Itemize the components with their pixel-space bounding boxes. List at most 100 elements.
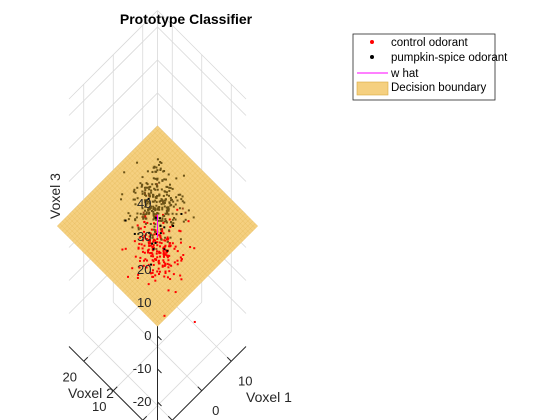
pumpkin-point bbox=[162, 194, 165, 197]
pumpkin-point bbox=[135, 216, 138, 219]
pumpkin-point bbox=[155, 218, 158, 221]
legend-marker-pumpkin bbox=[370, 55, 374, 59]
control-point bbox=[143, 234, 146, 237]
pumpkin-point bbox=[159, 224, 162, 227]
control-point bbox=[147, 242, 150, 245]
pumpkin-point bbox=[166, 240, 169, 243]
pumpkin-point bbox=[121, 193, 124, 196]
pumpkin-point bbox=[152, 228, 155, 231]
control-point bbox=[145, 259, 148, 262]
pumpkin-point bbox=[145, 182, 148, 185]
x-axis-line bbox=[171, 346, 247, 420]
pumpkin-point bbox=[154, 223, 157, 226]
control-point bbox=[152, 244, 155, 247]
pumpkin-point bbox=[159, 161, 162, 164]
pumpkin-point bbox=[149, 222, 152, 225]
control-point bbox=[138, 266, 141, 269]
control-point bbox=[153, 233, 156, 236]
control-point bbox=[141, 239, 144, 242]
pumpkin-point bbox=[145, 203, 148, 206]
control-point bbox=[144, 258, 147, 261]
points-layer bbox=[120, 158, 196, 323]
pumpkin-point bbox=[120, 198, 123, 201]
pumpkin-point bbox=[181, 200, 184, 203]
pumpkin-point bbox=[147, 209, 150, 212]
pumpkin-point bbox=[182, 174, 185, 177]
pumpkin-point bbox=[161, 179, 164, 182]
pumpkin-point bbox=[156, 169, 159, 172]
pumpkin-point bbox=[152, 195, 155, 198]
pumpkin-point bbox=[169, 199, 172, 202]
control-point bbox=[147, 283, 150, 286]
control-point bbox=[156, 250, 159, 253]
pumpkin-point bbox=[148, 186, 151, 189]
pumpkin-point bbox=[137, 226, 140, 229]
control-point bbox=[143, 225, 146, 228]
control-point bbox=[151, 245, 154, 248]
pumpkin-point bbox=[153, 225, 156, 228]
boundary-mesh-line bbox=[149, 133, 251, 234]
control-point bbox=[158, 234, 161, 237]
pumpkin-point bbox=[168, 189, 171, 192]
control-point bbox=[179, 241, 182, 244]
control-point bbox=[149, 232, 152, 235]
control-point bbox=[156, 241, 159, 244]
control-point bbox=[151, 259, 154, 262]
control-point bbox=[159, 236, 162, 239]
boundary-mesh-line bbox=[57, 125, 158, 227]
control-point bbox=[142, 264, 145, 267]
pumpkin-point bbox=[161, 199, 164, 202]
control-point bbox=[147, 263, 150, 266]
x-tick-mark bbox=[197, 386, 203, 392]
control-point bbox=[146, 221, 149, 224]
control-point bbox=[159, 255, 162, 258]
pumpkin-point bbox=[171, 218, 174, 221]
control-point bbox=[124, 247, 127, 250]
boundary-mesh-line bbox=[97, 165, 198, 267]
control-point bbox=[165, 254, 168, 257]
boundary-mesh-line bbox=[139, 143, 241, 244]
pumpkin-point bbox=[158, 208, 161, 211]
control-point bbox=[148, 235, 151, 238]
control-point bbox=[148, 239, 151, 242]
pumpkin-point bbox=[139, 182, 142, 185]
pumpkin-point bbox=[192, 216, 195, 219]
y-tick-mark bbox=[112, 386, 118, 392]
pumpkin-point bbox=[154, 241, 157, 244]
pumpkin-point bbox=[140, 185, 143, 188]
control-point bbox=[162, 249, 165, 252]
legend-label-control: control odorant bbox=[391, 37, 469, 49]
grid-edge bbox=[157, 10, 247, 100]
pumpkin-point bbox=[154, 216, 157, 219]
pumpkin-point bbox=[187, 209, 190, 212]
control-point bbox=[170, 224, 173, 227]
control-point bbox=[164, 272, 167, 275]
pumpkin-point bbox=[170, 203, 173, 206]
pumpkin-point bbox=[175, 177, 178, 180]
control-point bbox=[176, 259, 179, 262]
control-point bbox=[161, 265, 164, 268]
pumpkin-point bbox=[155, 170, 158, 173]
pumpkin-point bbox=[155, 185, 158, 188]
pumpkin-point bbox=[129, 214, 132, 217]
control-point bbox=[164, 263, 167, 266]
pumpkin-point bbox=[169, 183, 172, 186]
control-point bbox=[143, 251, 146, 254]
control-point bbox=[167, 237, 170, 240]
control-point bbox=[164, 253, 167, 256]
pumpkin-point bbox=[156, 177, 159, 180]
pumpkin-point bbox=[156, 212, 159, 215]
pumpkin-point bbox=[134, 218, 137, 221]
control-point bbox=[187, 220, 190, 223]
pumpkin-point bbox=[169, 186, 172, 189]
pumpkin-point bbox=[150, 210, 153, 213]
legend-marker-boundary bbox=[356, 81, 389, 96]
x-axis-label: Voxel 1 bbox=[246, 389, 292, 405]
boundary-mesh-line bbox=[124, 158, 226, 259]
pumpkin-point bbox=[176, 199, 179, 202]
pumpkin-point bbox=[157, 219, 160, 222]
pumpkin-point bbox=[133, 188, 136, 191]
boundary-mesh-line bbox=[67, 135, 168, 237]
pumpkin-point bbox=[137, 228, 140, 231]
pumpkin-point bbox=[160, 238, 163, 241]
